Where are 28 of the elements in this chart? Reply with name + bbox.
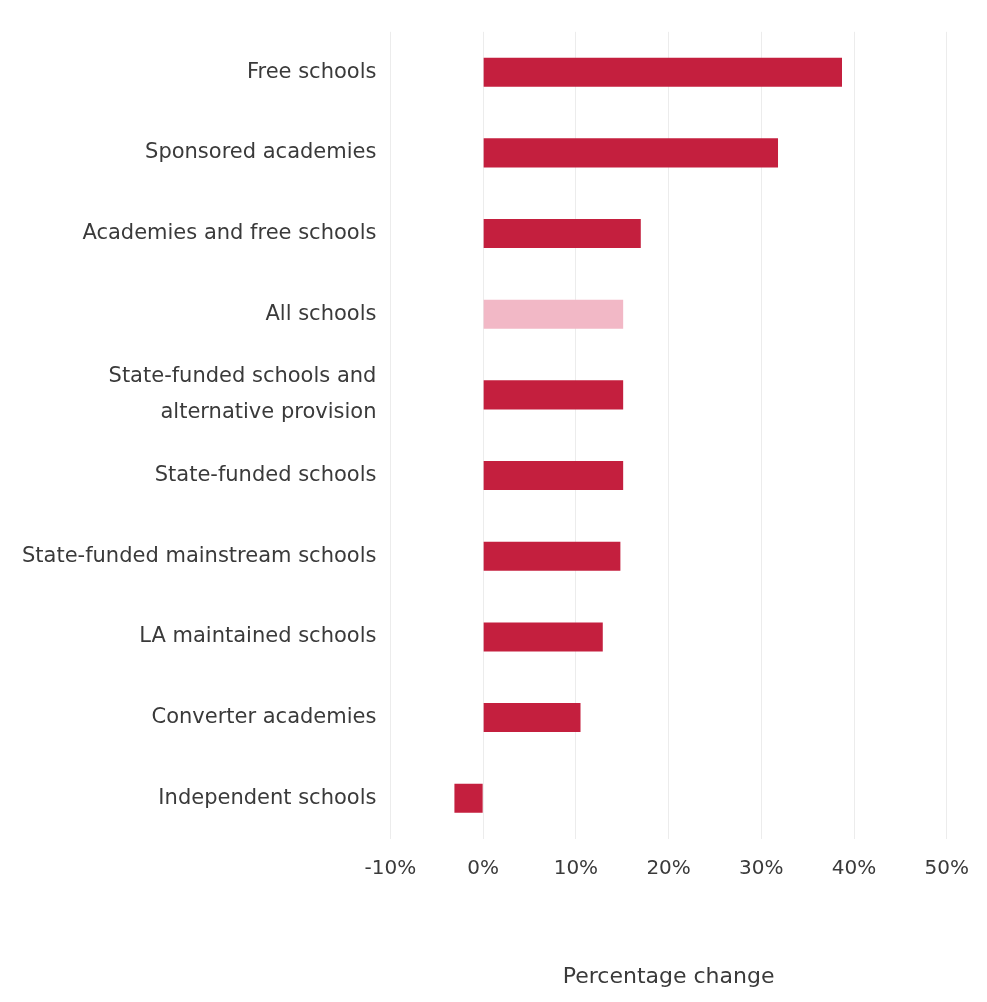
x-tick-label: 50% (924, 854, 969, 879)
x-tick-label: -10% (364, 854, 417, 879)
y-tick-label: Converter academies (151, 704, 377, 729)
bar (483, 541, 621, 571)
y-tick-label: State-funded schools (154, 462, 377, 487)
y-tick-label: LA maintained schools (139, 623, 377, 648)
bar (483, 138, 779, 168)
y-tick-label: All schools (265, 300, 377, 325)
y-tick-label: State-funded schools and alternative provision (108, 363, 377, 424)
y-tick-label: State-funded mainstream schools (22, 542, 377, 567)
bar (483, 461, 624, 491)
bar (483, 380, 624, 410)
bar (483, 622, 603, 652)
bar (454, 783, 483, 813)
y-tick-label: Sponsored academies (145, 139, 377, 164)
x-tick-label: 40% (831, 854, 877, 879)
x-tick-label: 20% (646, 854, 691, 879)
x-axis-title: Percentage change (562, 962, 775, 988)
y-tick-label: Independent schools (158, 784, 377, 809)
bar (483, 703, 581, 733)
x-tick-label: 0% (467, 854, 500, 879)
bar (483, 299, 624, 329)
bar (483, 57, 842, 87)
bar (483, 219, 641, 249)
x-tick-label: 30% (739, 854, 784, 879)
y-tick-label: Academies and free schools (82, 219, 377, 244)
y-tick-label: Free schools (246, 58, 377, 83)
x-tick-label: 10% (553, 854, 599, 879)
